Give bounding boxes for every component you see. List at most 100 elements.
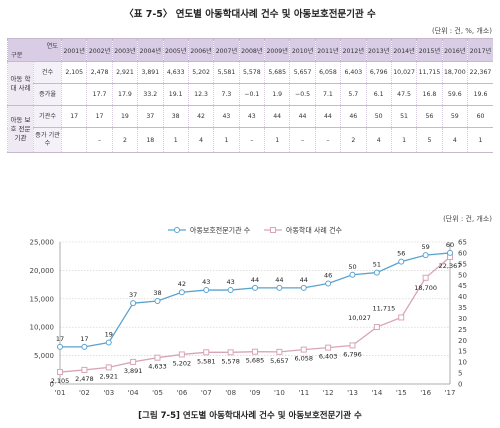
- data-label-agencies: 17: [80, 335, 88, 343]
- data-point-cases: [300, 346, 307, 353]
- table-cell: 2: [340, 127, 366, 153]
- data-point-cases: [203, 349, 210, 356]
- year-header: 2003년: [111, 38, 138, 62]
- table-cell: −0.5: [289, 83, 316, 106]
- data-label-cases: 5,657: [270, 357, 289, 365]
- table-cell: 5,657: [289, 61, 316, 84]
- data-point-agencies: [422, 252, 429, 259]
- data-point-cases: [373, 324, 380, 331]
- y-left-tick-label: 0: [50, 381, 54, 389]
- data-point-cases: [276, 348, 283, 355]
- corner-year-label: 연도: [46, 43, 58, 50]
- table-cell: 19.1: [162, 83, 189, 106]
- table-header-row: 연도 구분 2001년 2002년 2003년 2004년 2005년 2006년 2007…: [7, 38, 493, 62]
- table-cell: 56: [416, 105, 443, 128]
- table-cell: 43: [213, 105, 240, 128]
- year-header: 2015년: [416, 38, 443, 62]
- row-label: 건수: [33, 61, 62, 84]
- data-label-cases: 5,581: [197, 357, 216, 365]
- line-chart: 0 5,000 10,000 15,000 20,000 25,000 0 5 10 15 20 25…: [30, 226, 467, 398]
- year-header: 2017년: [467, 38, 493, 62]
- data-label-agencies: 44: [275, 276, 283, 284]
- data-point-cases: [252, 348, 258, 355]
- table-cell: 6,058: [314, 61, 341, 84]
- y-right-tick-label: 30: [458, 315, 467, 323]
- table-cell: 1: [390, 127, 417, 153]
- table-row: 증가 기관수 –2 18 1 4 1–1– –2 4 1 5 4 1: [8, 127, 493, 153]
- x-tick-label: '02: [79, 389, 90, 397]
- table-cell: 22,367: [467, 61, 493, 84]
- year-header: 2014년: [390, 38, 417, 62]
- table-cell: 50: [365, 105, 392, 128]
- table-cell: 3,891: [137, 61, 163, 84]
- table-cell: 33.2: [137, 83, 163, 106]
- year-header: 2005년: [162, 38, 189, 62]
- row-group-label: 아동 학대 사례: [7, 61, 34, 106]
- data-point-agencies: [276, 284, 283, 291]
- year-header: 2010년: [289, 38, 316, 62]
- x-tick-label: '13: [347, 389, 358, 397]
- y-right-tick-label: 45: [458, 282, 467, 290]
- y-right-tick-label: 60: [458, 249, 467, 257]
- table-cell: 5,202: [187, 61, 214, 84]
- y-left-tick-label: 25,000: [30, 239, 55, 247]
- table-cell: 37: [137, 105, 163, 128]
- data-label-cases: 11,715: [373, 304, 396, 312]
- data-label-cases: 5,685: [246, 357, 265, 365]
- table-cell: 2,105: [60, 61, 87, 84]
- data-label-cases: 2,921: [99, 372, 118, 380]
- data-point-agencies: [325, 280, 332, 287]
- data-point-cases: [227, 349, 234, 356]
- data-label-agencies: 43: [202, 278, 210, 286]
- year-header: 2004년: [137, 38, 163, 62]
- data-label-cases: 2,478: [75, 375, 94, 383]
- y-right-tick-label: 20: [458, 337, 467, 345]
- x-tick-label: '03: [103, 389, 114, 397]
- x-tick-label: '04: [128, 389, 139, 397]
- data-point-cases: [57, 369, 63, 376]
- y-right-tick-label: 40: [458, 293, 467, 301]
- year-header: 2013년: [365, 38, 392, 62]
- table-cell: 10,027: [390, 61, 417, 84]
- y-right-tick-label: 55: [458, 260, 467, 268]
- data-label-cases: 4,633: [148, 363, 167, 371]
- table-cell: 6.1: [365, 83, 392, 106]
- corner-category-label: 구분: [11, 52, 23, 59]
- table-unit: (단위 : 건, %, 개소): [431, 27, 492, 35]
- table-cell: 44: [289, 105, 316, 128]
- year-header: 2008년: [238, 38, 265, 62]
- data-point-agencies: [57, 343, 63, 350]
- data-label-agencies: 56: [397, 250, 405, 258]
- data-point-agencies: [373, 269, 380, 276]
- x-tick-label: '09: [250, 389, 261, 397]
- data-point-cases: [178, 351, 185, 358]
- x-tick-label: '10: [274, 389, 285, 397]
- table-cell: 46: [340, 105, 366, 128]
- y-right-tick-label: 5: [458, 370, 462, 378]
- data-point-cases: [154, 354, 161, 361]
- table-cell: 47.5: [390, 83, 417, 106]
- table-cell: 38: [162, 105, 189, 128]
- data-point-agencies: [203, 287, 210, 294]
- table-cell: 17: [60, 105, 87, 128]
- y-right-tick-label: 25: [458, 326, 467, 334]
- year-header: 2001년: [60, 38, 87, 62]
- figure-unit: (단위 : 건, 개소): [443, 215, 492, 223]
- legend-label-cases: 아동학대 사례 건수: [286, 226, 343, 235]
- series-line-cases: [59, 256, 451, 373]
- data-point-cases: [349, 342, 356, 349]
- table-cell: 4: [365, 127, 392, 153]
- table-cell: 4: [187, 127, 214, 153]
- table-cell: –: [314, 127, 341, 153]
- year-header: 2006년: [187, 38, 214, 62]
- data-point-cases: [398, 314, 405, 321]
- table-cell: 17.9: [111, 83, 138, 106]
- table-cell: 16.8: [416, 83, 443, 106]
- data-point-agencies: [227, 287, 234, 294]
- table-cell: 51: [390, 105, 417, 128]
- y-right-tick-label: 35: [458, 304, 467, 312]
- table-cell: −0.1: [238, 83, 265, 106]
- table-cell: 4: [441, 127, 468, 153]
- data-label-cases: 5,202: [173, 359, 192, 367]
